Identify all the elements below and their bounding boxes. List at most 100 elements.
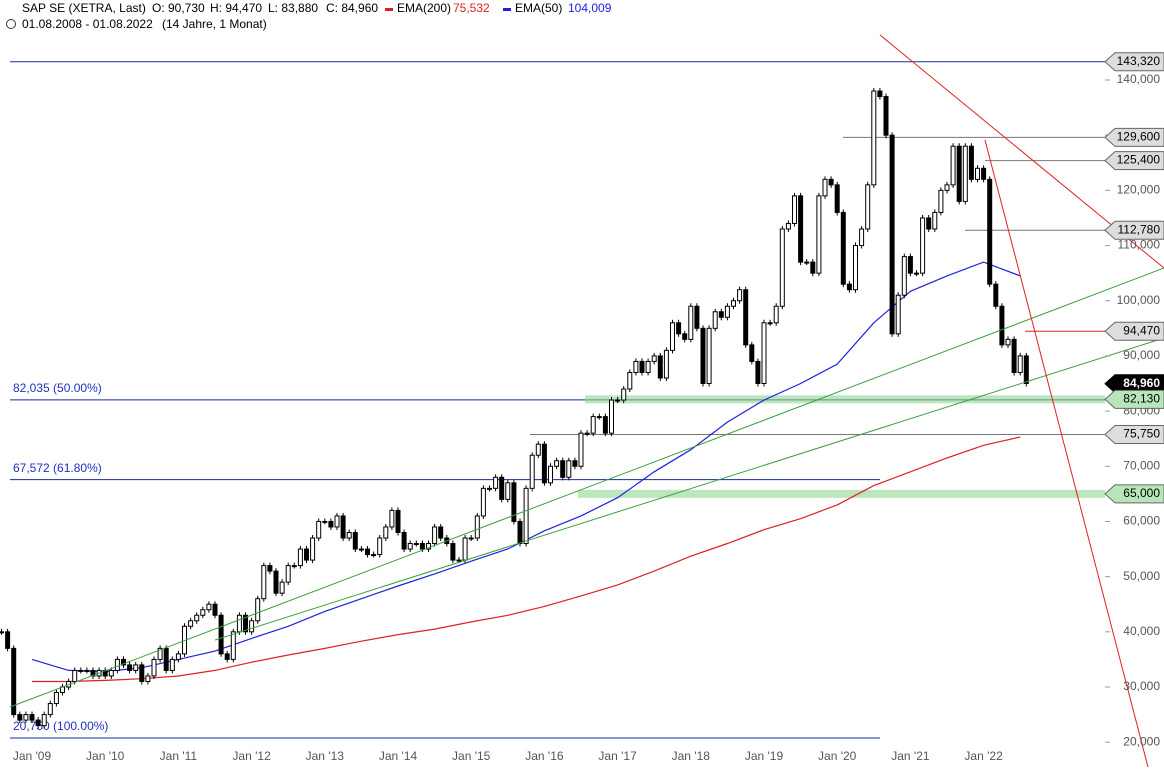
candle [224,653,230,660]
candle [401,531,407,550]
candle [23,714,29,721]
candle [700,327,706,384]
legend-name: EMA(200) [397,1,451,15]
candle [755,360,761,385]
chart-title: SAP SE (XETRA, Last) [22,1,146,15]
candle [53,692,59,705]
candle [657,355,663,379]
candle [676,322,682,335]
level-zone [578,489,1105,498]
candle [480,487,486,517]
level-label-box [1104,151,1164,171]
x-tick-label: Jan '10 [86,749,125,763]
candle [438,526,444,539]
candle [639,360,645,373]
candle [609,399,614,434]
candle [828,178,834,186]
y-tick-label: 100,000 [1117,293,1161,307]
candle [267,565,273,572]
candle [694,305,700,329]
y-tick-label: 110,000 [1118,238,1161,252]
candle [291,565,297,568]
candle [548,465,553,484]
candle [968,145,974,180]
candle [816,195,822,274]
ohlc-close: C: 84,960 [326,1,378,15]
candle [218,614,224,655]
candle [578,432,584,467]
candle [590,416,596,434]
candle [41,714,47,727]
candle [731,300,736,307]
candle [895,294,901,335]
y-tick-label: 120,000 [1117,183,1161,197]
candle [633,360,639,373]
candle [11,647,17,716]
candle [999,305,1005,346]
level-label-box [1104,321,1164,341]
legend-value: 104,009 [568,1,612,15]
candle [535,443,541,456]
period: 01.08.2008 - 01.08.2022 [22,17,153,31]
ohlc-open: O: 90,730 [152,1,205,15]
candle [853,245,858,291]
candle [712,311,718,329]
candle [822,178,828,197]
candle [962,145,968,202]
candle [846,283,852,291]
candle [334,515,340,528]
x-tick-label: Jan '20 [818,749,857,763]
candle [17,714,23,721]
candle [413,543,419,546]
candle [1011,338,1017,373]
candle [584,432,590,435]
candle [724,305,730,318]
candle [987,178,993,285]
candle [493,476,499,489]
candle [426,543,431,550]
candle [279,581,285,594]
y-tick-label: 90,000 [1123,348,1160,362]
candle [798,195,804,263]
candle [920,217,926,274]
x-tick-label: Jan '18 [672,749,711,763]
candle [145,675,151,682]
fib-label: 67,572 (61.80%) [13,461,102,475]
candle [84,669,90,672]
candle [121,658,126,666]
candle [151,658,157,677]
candle [560,460,566,478]
candle [981,167,987,180]
candle [194,614,200,622]
y-tick-label: 30,000 [1123,679,1160,693]
candle [566,460,572,478]
candle [871,90,877,186]
candle [932,211,938,230]
level-label: 143,320 [1117,54,1161,68]
candle [621,388,627,401]
level-label: 129,600 [1117,130,1161,144]
candle [322,520,328,523]
candle [133,664,139,671]
trend-line [9,267,1164,708]
candle [865,184,871,230]
candle [163,647,169,671]
candle [511,482,517,522]
candle [395,509,401,533]
candle [169,658,175,671]
candle [670,322,675,351]
period-note: (14 Jahre, 1 Monat) [162,17,267,31]
candle [35,719,41,727]
legend-swatch [503,8,511,11]
right-axis: 20,00030,00040,00050,00060,00070,00080,0… [1104,52,1164,748]
x-tick-label: Jan '16 [525,749,564,763]
legend-swatch [385,8,393,11]
level-label: 94,470 [1123,323,1160,337]
candle [255,598,261,622]
candle [456,559,462,562]
candle [175,653,181,660]
candle [261,565,267,600]
header: SAP SE (XETRA, Last) O: 90,730 H: 94,470… [6,1,612,31]
candle [572,460,578,467]
x-tick-label: Jan '13 [306,749,345,763]
